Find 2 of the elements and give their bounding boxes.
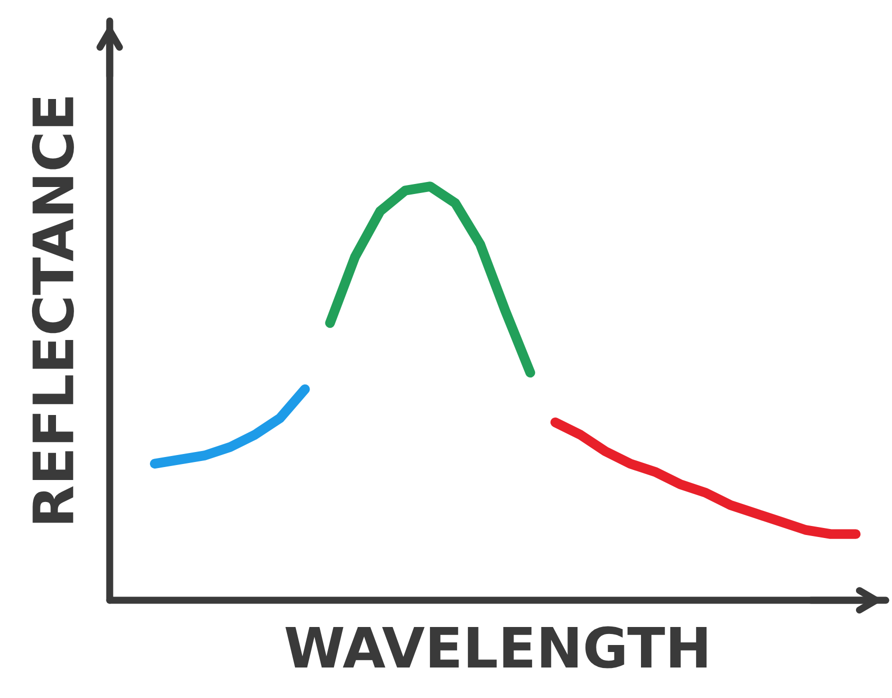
x-axis-title: WAVELENGTH [285,626,707,668]
y-axis-title: REFLECTANCE [32,97,74,523]
